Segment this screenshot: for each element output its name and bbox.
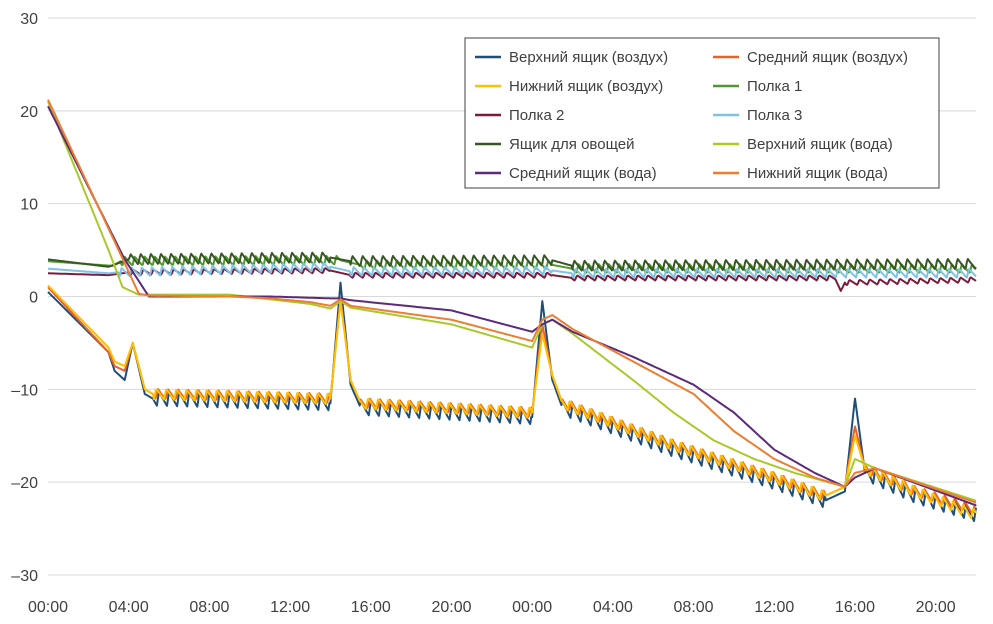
x-tick-label: 20:00	[431, 599, 471, 616]
legend-label: Нижний ящик (воздух)	[509, 78, 663, 95]
series-line	[47, 99, 977, 504]
x-tick-label: 12:00	[270, 599, 310, 616]
legend-label: Нижний ящик (вода)	[747, 165, 888, 182]
legend: Верхний ящик (воздух) Средний ящик (возду…	[464, 37, 940, 189]
y-tick-label: 0	[29, 290, 38, 307]
series-lines	[47, 99, 977, 522]
legend-label: Средний ящик (вода)	[509, 165, 657, 182]
x-tick-label: 08:00	[189, 599, 229, 616]
legend-label: Полка 3	[747, 107, 802, 124]
series-line	[47, 261, 977, 279]
y-tick-label: 20	[20, 104, 38, 121]
y-tick-label: 30	[20, 11, 38, 28]
series-line	[47, 251, 977, 272]
series-line	[48, 267, 977, 292]
x-axis-ticks: 00:00 04:00 08:00 12:00 16:00 20:00 00:00 04:00…	[28, 599, 956, 616]
x-tick-label: 08:00	[674, 599, 714, 616]
legend-label: Верхний ящик (воздух)	[509, 49, 668, 66]
series-line	[47, 286, 977, 515]
y-axis-ticks: –30 –20 –10 0 10 20 30	[11, 11, 38, 585]
legend-label: Средний ящик (воздух)	[747, 49, 908, 66]
series-line	[47, 284, 977, 519]
x-tick-label: 16:00	[835, 599, 875, 616]
x-tick-label: 04:00	[109, 599, 149, 616]
legend-label: Полка 1	[747, 78, 802, 95]
x-tick-label: 20:00	[916, 599, 956, 616]
x-tick-label: 16:00	[351, 599, 391, 616]
y-tick-label: –20	[11, 475, 38, 492]
legend-label: Полка 2	[509, 107, 564, 124]
x-tick-label: 04:00	[593, 599, 633, 616]
y-tick-label: –10	[11, 382, 38, 399]
legend-label: Верхний ящик (вода)	[747, 136, 893, 153]
y-tick-label: –30	[11, 568, 38, 585]
x-tick-label: 00:00	[512, 599, 552, 616]
legend-box	[464, 37, 940, 189]
x-tick-label: 12:00	[754, 599, 794, 616]
y-tick-label: 10	[20, 197, 38, 214]
legend-label: Ящик для овощей	[509, 136, 634, 153]
x-tick-label: 00:00	[28, 599, 68, 616]
